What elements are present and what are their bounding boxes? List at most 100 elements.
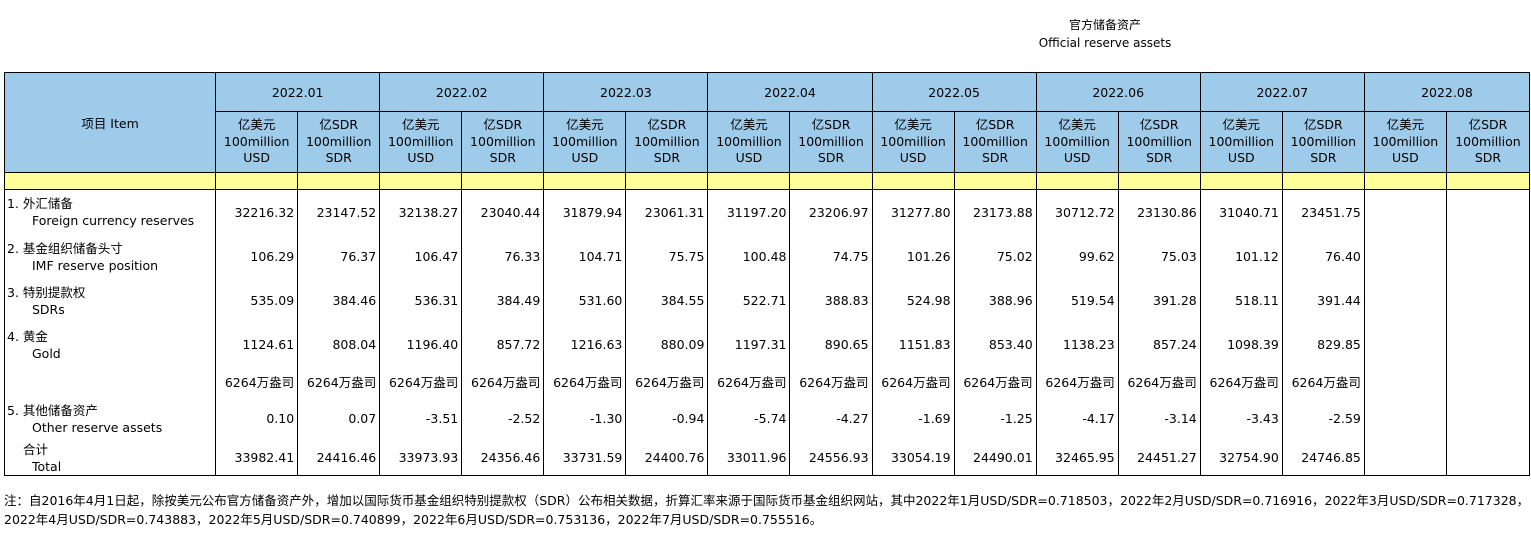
separator-cell [1281,172,1365,190]
value-cell: 1138.23 [1035,322,1119,367]
row-label-en: Other reserve assets [32,419,163,435]
value-cell: 518.11 [1199,278,1283,323]
unit-line: 100million [1208,133,1275,149]
row-label-cn: 1. 外汇储备 [7,196,73,212]
unit-line: 亿美元 [237,117,276,133]
unit-line: 100million [387,133,454,149]
value-cell: 32754.90 [1199,440,1283,476]
unit-line: SDR [1146,150,1173,166]
value-cell: 857.24 [1117,322,1201,367]
value-cell: 6264万盎司 [871,366,955,397]
value-cell: 391.28 [1117,278,1201,323]
usd-unit-header: 亿美元 100million USD [707,111,791,173]
row-label-cn: 5. 其他储备资产 [7,402,98,418]
value-cell: 6264万盎司 [215,366,299,397]
value-cell: 32216.32 [215,189,299,235]
value-cell: 100.48 [707,234,791,279]
value-cell: -3.43 [1199,396,1283,441]
value-cell: 31879.94 [543,189,627,235]
value-cell: 0.07 [297,396,381,441]
unit-line: 亿美元 [566,117,604,133]
separator-cell [1445,172,1531,190]
unit-line: SDR [325,150,352,166]
value-cell: 853.40 [953,322,1037,367]
table-row: 3. 特别提款权 SDRs 535.09 384.46 536.31 384.49 531.… [3,278,1531,323]
unit-line: 100million [552,133,618,149]
value-cell: 531.60 [543,278,627,323]
unit-line: 100million [1290,133,1357,149]
value-cell: 524.98 [871,278,955,323]
value-cell: 857.72 [461,322,545,367]
value-cell: 33054.19 [871,440,955,476]
table-row: 1. 外汇储备 Foreign currency reserves 32216.32… [3,189,1531,235]
unit-line: 亿美元 [401,117,440,133]
value-cell: 1098.39 [1199,322,1283,367]
value-cell: 24490.01 [953,440,1037,476]
separator-cell [625,172,709,190]
value-cell: 31040.71 [1199,189,1283,235]
month-header: 2022.03 [543,72,709,112]
value-cell: -1.25 [953,396,1037,441]
value-cell: 106.29 [215,234,299,279]
unit-line: 亿SDR [811,117,851,133]
usd-unit-header: 亿美元 100million USD [1363,111,1447,173]
value-cell: 1196.40 [379,322,463,367]
value-cell: 33731.59 [543,440,627,476]
table-row: 合计 Total 33982.41 24416.46 33973.93 24356.46 3… [3,440,1531,476]
unit-line: 亿SDR [483,117,523,133]
value-cell: 33973.93 [379,440,463,476]
month-header: 2022.05 [871,72,1037,112]
value-cell [1445,234,1531,279]
value-cell: 76.33 [461,234,545,279]
value-cell: -1.69 [871,396,955,441]
unit-line: SDR [982,150,1009,166]
page-title: 官方储备资产 Official reserve assets [1020,16,1190,52]
separator-cell [1199,172,1283,190]
row-label: 合计 Total [3,440,217,476]
value-cell: 30712.72 [1035,189,1119,235]
unit-line: 亿SDR [1303,117,1343,133]
separator-cell [707,172,791,190]
unit-line: 亿SDR [1468,117,1508,133]
sdr-unit-header: 亿SDR 100million SDR [953,111,1037,173]
usd-unit-header: 亿美元 100million USD [1035,111,1119,173]
value-cell: 101.12 [1199,234,1283,279]
row-label-en: Gold [32,345,61,361]
unit-line: 100million [1372,133,1439,149]
value-cell: 6264万盎司 [1035,366,1119,397]
month-header-row: 项目 Item 2022.01 2022.02 2022.03 2022.04 … [3,72,1531,173]
separator-row [3,172,1531,190]
unit-line: 亿SDR [975,117,1015,133]
separator-cell [543,172,627,190]
separator-cell [871,172,955,190]
value-cell: 808.04 [297,322,381,367]
unit-line: SDR [1474,150,1502,166]
value-cell [1445,189,1531,235]
value-cell: 32465.95 [1035,440,1119,476]
table-row: 4. 黄金 Gold 1124.61 808.04 1196.40 857.72 1216.… [3,322,1531,367]
separator-cell [215,172,299,190]
unit-line: SDR [489,150,516,166]
separator-cell [1117,172,1201,190]
row-label-en: Total [32,458,62,474]
unit-header-row: 亿美元 100million USD 亿SDR 100million SDR 亿美元 100m… [5,111,1531,173]
unit-line: 亿SDR [319,117,359,133]
month-header: 2022.06 [1035,72,1201,112]
separator-cell [1363,172,1447,190]
value-cell [1445,396,1531,441]
value-cell [1363,234,1447,279]
unit-line: USD [571,150,599,166]
value-cell: -2.52 [461,396,545,441]
value-cell [1445,322,1531,367]
unit-line: 100million [223,133,290,149]
value-cell: 6264万盎司 [789,366,873,397]
row-label-cn: 合计 [23,441,49,457]
value-cell: 6264万盎司 [461,366,545,397]
usd-unit-header: 亿美元 100million USD [379,111,463,173]
value-cell: -3.14 [1117,396,1201,441]
value-cell: 101.26 [871,234,955,279]
unit-line: SDR [1310,150,1337,166]
unit-line: 100million [470,133,536,149]
row-label: 1. 外汇储备 Foreign currency reserves [3,189,217,235]
value-cell [1363,396,1447,441]
